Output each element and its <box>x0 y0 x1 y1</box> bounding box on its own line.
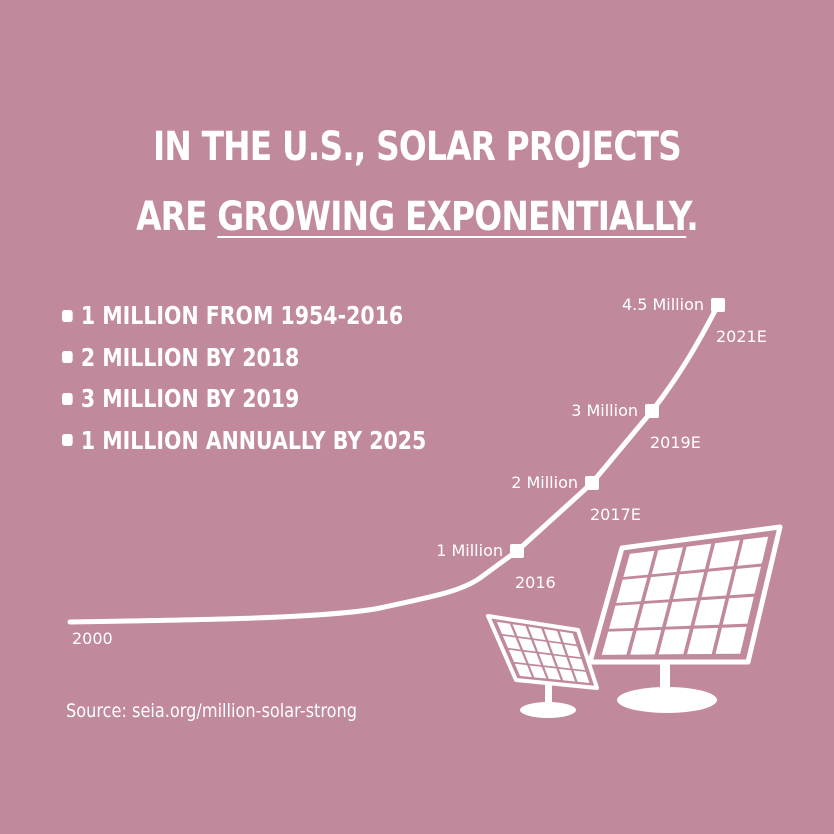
solar-cell <box>508 649 527 664</box>
solar-cell <box>722 596 754 625</box>
small-panel-cells <box>496 621 590 684</box>
data-point-marker <box>645 404 659 418</box>
fact-item: 3 MILLION BY 2019 <box>62 378 426 420</box>
headline-line-2: ARE GROWING EXPONENTIALLY. <box>75 194 759 240</box>
value-label: 4.5 Million <box>622 295 704 314</box>
solar-cell <box>543 628 562 643</box>
fact-item: 1 MILLION FROM 1954-2016 <box>62 295 426 337</box>
bullet-square-icon <box>62 309 73 322</box>
headline-emphasis: GROWING EXPONENTIALLY <box>217 194 687 240</box>
bullet-square-icon <box>62 392 73 405</box>
solar-cell <box>715 626 747 654</box>
facts-list: 1 MILLION FROM 1954-2016 2 MILLION BY 20… <box>62 295 506 461</box>
solar-cell <box>528 626 546 641</box>
solar-cell <box>558 668 576 682</box>
solar-cell <box>502 635 521 650</box>
headline-suffix: . <box>686 194 698 240</box>
solar-cell <box>564 644 581 658</box>
value-label: 2 Million <box>511 473 578 492</box>
fact-item: 2 MILLION BY 2018 <box>62 337 426 379</box>
solar-cell <box>548 642 566 656</box>
solar-cell <box>701 569 733 598</box>
year-label: 2016 <box>515 573 556 592</box>
solar-cell <box>708 540 740 569</box>
large-panel-frame <box>587 524 783 665</box>
bullet-square-icon <box>62 434 73 447</box>
solar-cell <box>518 637 536 652</box>
start-year-label: 2000 <box>72 629 113 648</box>
solar-cell <box>568 657 586 671</box>
solar-cell <box>523 651 541 665</box>
solar-cell <box>623 550 655 578</box>
solar-cell <box>533 640 551 654</box>
fact-item: 1 MILLION ANNUALLY BY 2025 <box>62 420 426 462</box>
solar-cell <box>658 628 690 655</box>
solar-cell <box>630 629 662 655</box>
value-label: 3 Million <box>571 401 638 420</box>
solar-cell <box>514 663 532 678</box>
solar-cell <box>673 572 705 600</box>
solar-cell <box>553 655 571 669</box>
growth-curve-line <box>67 302 721 625</box>
solar-cell <box>512 624 531 638</box>
solar-cell <box>559 631 577 645</box>
solar-panels-icon <box>486 524 783 718</box>
solar-cell <box>680 543 712 572</box>
solar-cell <box>644 574 676 602</box>
data-point-marker <box>711 298 725 312</box>
headline-line-1: IN THE U.S., SOLAR PROJECTS <box>153 124 682 170</box>
data-point-marker <box>585 476 599 490</box>
large-panel-cells <box>601 536 769 655</box>
solar-cell <box>538 653 556 667</box>
solar-cell <box>651 547 683 575</box>
solar-cell <box>637 602 669 628</box>
solar-cell <box>573 670 590 684</box>
solar-cell <box>496 621 515 636</box>
source-citation: Source: seia.org/million-solar-strong <box>66 700 357 722</box>
solar-cell <box>601 630 633 655</box>
solar-cell <box>665 600 697 627</box>
bullet-square-icon <box>62 351 73 364</box>
solar-cell <box>729 566 762 596</box>
data-point-marker <box>510 544 524 558</box>
solar-cell <box>529 665 547 679</box>
solar-cell <box>544 667 561 681</box>
year-label: 2021E <box>716 327 767 346</box>
solar-cell <box>737 536 769 566</box>
value-label: 1 Million <box>436 541 503 560</box>
year-label: 2017E <box>590 505 641 524</box>
solar-cell <box>616 577 648 603</box>
headline-prefix: ARE <box>136 194 218 240</box>
solar-cell <box>694 598 726 626</box>
solar-cell <box>687 627 719 655</box>
solar-cell <box>608 604 641 629</box>
year-label: 2019E <box>650 433 701 452</box>
